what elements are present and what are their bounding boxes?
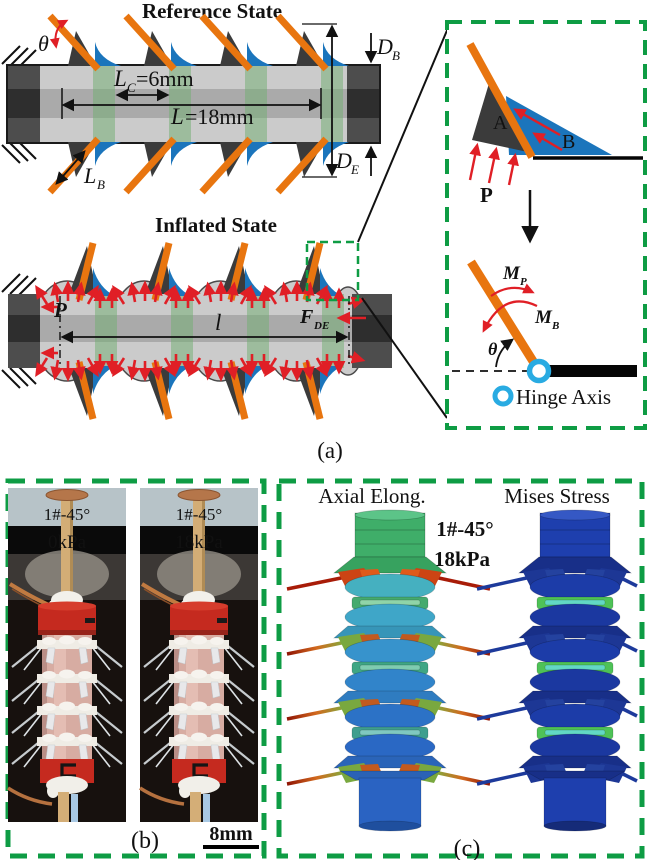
scale-bar-line: [203, 845, 259, 849]
rigid-base-bar: [549, 365, 637, 377]
barb-mechanics-inset: A B P θ M P M B Hinge Axis: [445, 20, 647, 430]
l-symbol: l: [215, 310, 221, 335]
scale-bar-label: 8mm: [209, 823, 253, 845]
inset-connector-top: [357, 27, 449, 243]
inflated-end-caps: [8, 294, 392, 368]
label-P: P: [480, 183, 493, 207]
DE-symbol: D: [335, 148, 352, 173]
MB-subscript: B: [551, 320, 559, 332]
inset-theta-label: θ: [488, 339, 498, 359]
hinge-legend-label: Hinge Axis: [516, 385, 611, 409]
photo1-spec-label: 1#-45°: [44, 505, 90, 524]
photo2-spec-label: 1#-45°: [176, 505, 222, 524]
DB-subscript: B: [392, 48, 400, 63]
caption-c: (c): [454, 836, 481, 860]
pressure-arrows: [37, 284, 366, 378]
hinge-legend: Hinge Axis: [492, 385, 611, 409]
LC-symbol: L: [113, 66, 127, 91]
mises-stress-title: Mises Stress: [504, 484, 610, 508]
moment-MP-arc: [490, 283, 535, 297]
inset-connector-bottom: [361, 297, 448, 419]
panel-a-schematic: Reference State θ: [1, 0, 647, 463]
dimension-l: l: [59, 296, 350, 366]
theta-angle-arc: [495, 338, 515, 368]
LB-symbol: L: [83, 163, 96, 188]
force-FDE: F DE: [299, 306, 366, 332]
photo1-pressure-label: 0kPa: [48, 532, 87, 553]
fea-pressure-label: 18kPa: [434, 547, 491, 571]
web-force-arrows: [513, 108, 563, 152]
wall-hatch-marks-inflated: [1, 273, 37, 389]
DB-symbol: D: [376, 34, 393, 59]
dimension-LB: L B: [55, 150, 105, 192]
inset-pressure-arrows: [468, 142, 519, 186]
FDE-symbol: F: [299, 306, 314, 328]
label-A: A: [493, 112, 508, 134]
inflated-state-title: Inflated State: [155, 213, 277, 237]
inset-border: [445, 20, 647, 430]
L-value: =18mm: [185, 104, 254, 129]
panel-c-simulation: Axial Elong. Mises Stress 1#-45° 18kPa (…: [276, 478, 645, 860]
panel-b-photos: 1#-45° 0kPa 1#-45° 18kPa (b) 8mm: [5, 478, 267, 859]
dimension-L: L =18mm: [61, 88, 322, 129]
L-symbol: L: [170, 104, 184, 129]
caption-b: (b): [131, 828, 159, 854]
MB-symbol: M: [534, 307, 553, 328]
zoom-highlight-box: [305, 240, 360, 302]
axial-elong-title: Axial Elong.: [318, 484, 425, 508]
MP-subscript: P: [520, 276, 527, 288]
hinged-barb-bar: [467, 259, 540, 369]
FDE-subscript: DE: [313, 320, 329, 332]
DE-subscript: E: [350, 162, 359, 177]
fea-spec-label: 1#-45°: [436, 517, 493, 541]
dimension-DB: D B: [364, 33, 400, 176]
photo-18kpa: 1#-45° 18kPa: [140, 488, 258, 822]
label-B: B: [562, 131, 575, 153]
theta-arc: [49, 19, 69, 49]
theta-label: θ: [38, 31, 49, 56]
hinge-legend-icon: [492, 385, 514, 407]
pressure-P-label: P: [53, 298, 67, 322]
LC-subscript: C: [127, 80, 136, 95]
LB-subscript: B: [97, 177, 105, 192]
MP-symbol: M: [502, 263, 521, 284]
hinge-axis-marker: [526, 358, 552, 384]
inflated-state-diagram: Inflated State: [1, 27, 449, 419]
caption-a: (a): [317, 438, 343, 463]
photo2-pressure-label: 18kPa: [175, 532, 223, 553]
LC-value: =6mm: [136, 66, 194, 91]
reference-state-title: Reference State: [142, 0, 282, 23]
barb-spine: [466, 42, 536, 159]
tube-end-caps: [8, 66, 379, 142]
reference-state-diagram: Reference State θ: [1, 0, 400, 192]
moment-MB-arc: [482, 300, 538, 333]
dimension-DE: D E: [302, 23, 359, 178]
dimension-LC: L C =6mm: [113, 66, 194, 102]
scale-bar: 8mm: [203, 823, 259, 849]
photo-0kpa: 1#-45° 0kPa: [8, 488, 126, 822]
